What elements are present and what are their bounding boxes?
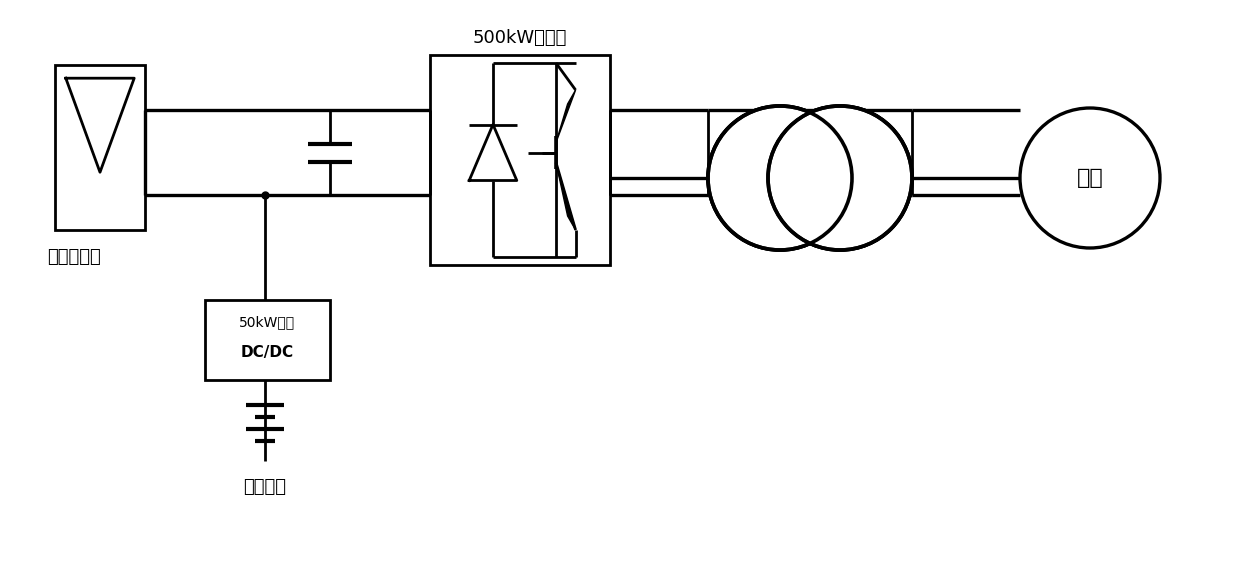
Text: DC/DC: DC/DC <box>241 345 294 359</box>
Bar <box>430 55 610 265</box>
Polygon shape <box>556 90 575 143</box>
Bar <box>205 300 330 380</box>
Circle shape <box>768 106 911 250</box>
Circle shape <box>708 106 852 250</box>
Bar <box>55 65 145 230</box>
Text: 超级电容: 超级电容 <box>243 478 286 496</box>
Text: 电网: 电网 <box>1076 168 1104 188</box>
Text: 50kW储能: 50kW储能 <box>239 315 295 329</box>
Text: 500kW逆变器: 500kW逆变器 <box>472 29 567 47</box>
Text: 光伏电池板: 光伏电池板 <box>47 248 100 266</box>
Polygon shape <box>556 162 575 230</box>
Circle shape <box>1021 108 1159 248</box>
